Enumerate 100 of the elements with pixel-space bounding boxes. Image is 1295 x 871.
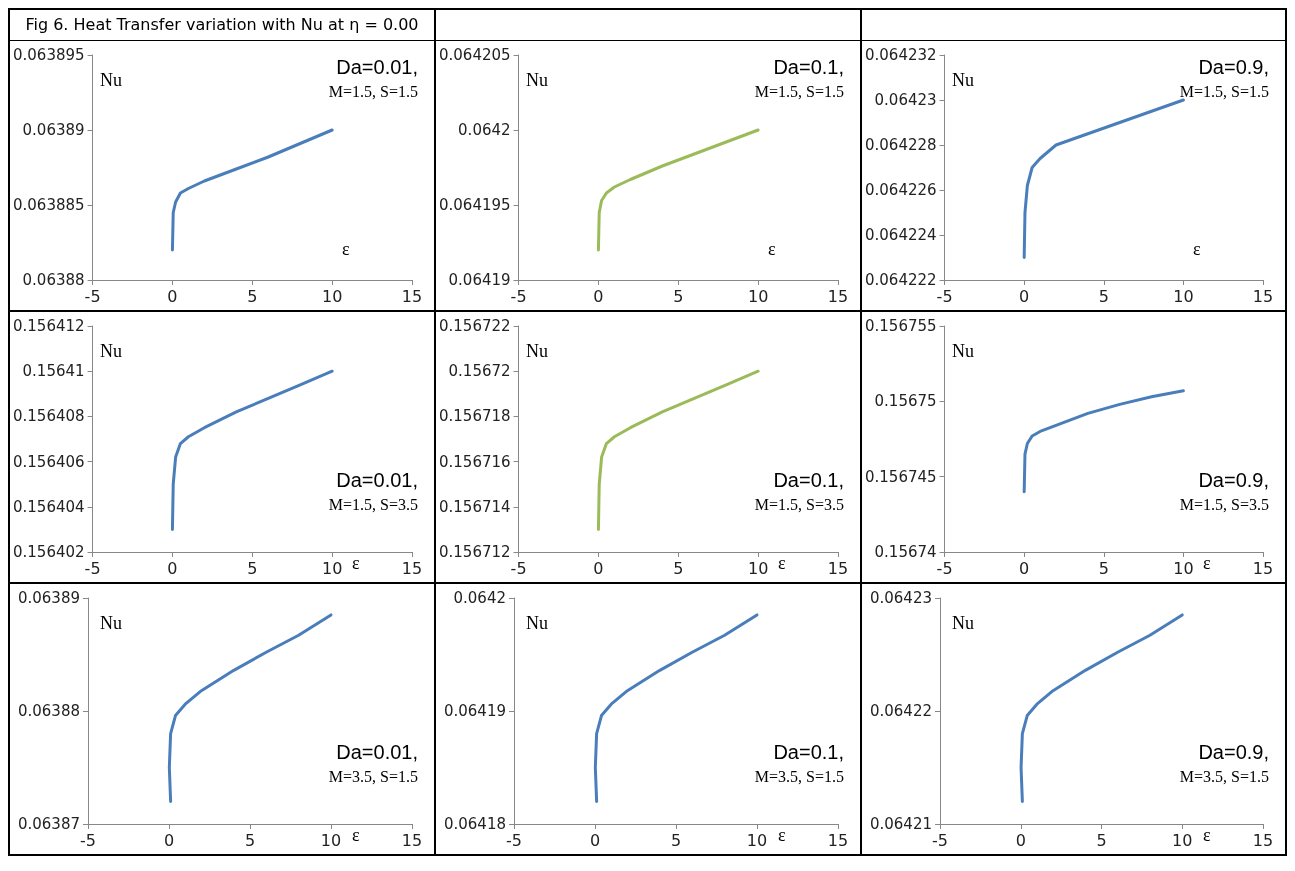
y-tick-label: 0.156408 — [12, 407, 85, 426]
annotation: M=1.5, S=3.5 — [1179, 495, 1269, 513]
y-tick-label: 0.06421 — [869, 815, 932, 833]
x-tick-label: 10 — [1173, 286, 1194, 306]
y-tick-label: 0.15641 — [22, 362, 85, 381]
y-tick-label: 0.064232 — [864, 46, 937, 64]
x-tick-label: 5 — [1098, 558, 1109, 578]
y-tick-label: 0.064222 — [864, 271, 937, 289]
x-tick-label: 10 — [320, 830, 342, 850]
x-tick-label: 5 — [244, 830, 256, 850]
y-axis-title: Nu — [526, 70, 548, 90]
x-tick-label: 10 — [321, 286, 343, 306]
x-tick-label: 0 — [1015, 830, 1026, 850]
y-tick-label: 0.156716 — [438, 452, 511, 471]
y-tick-label: 0.15675 — [874, 392, 937, 411]
annotation: M=1.5, S=3.5 — [754, 495, 844, 513]
x-tick-label: 15 — [1252, 830, 1274, 850]
y-tick-label: 0.06423 — [874, 91, 937, 109]
x-tick-label: -5 — [932, 830, 948, 850]
x-tick-label: 15 — [827, 558, 849, 578]
x-axis-title: ε — [778, 553, 786, 573]
annotation: M=3.5, S=1.5 — [754, 767, 844, 785]
x-tick-label: 15 — [827, 286, 849, 306]
y-tick-label: 0.156755 — [864, 317, 937, 335]
y-axis-title: Nu — [952, 70, 974, 90]
y-tick-label: 0.156718 — [438, 407, 511, 426]
annotation: Da=0.9, — [1198, 469, 1269, 491]
y-tick-label: 0.06419 — [448, 271, 511, 289]
y-tick-label: 0.156722 — [438, 317, 511, 335]
annotation: M=3.5, S=1.5 — [1179, 767, 1269, 785]
y-axis-title: Nu — [100, 613, 122, 633]
y-tick-label: 0.156745 — [864, 467, 937, 486]
x-tick-label: 0 — [589, 830, 601, 850]
y-tick-label: 0.06388 — [22, 271, 85, 289]
y-tick-label: 0.0642 — [458, 121, 511, 139]
x-tick-label: 0 — [167, 286, 178, 306]
x-tick-label: 15 — [1252, 558, 1274, 578]
y-tick-label: 0.064195 — [438, 196, 511, 214]
annotation: Da=0.01, — [336, 469, 419, 491]
y-tick-label: 0.06419 — [443, 702, 506, 720]
x-tick-label: 5 — [247, 558, 258, 578]
x-tick-label: -5 — [510, 558, 527, 578]
y-tick-label: 0.06389 — [22, 121, 85, 139]
y-axis-title: Nu — [100, 341, 122, 361]
annotation: Da=0.1, — [773, 741, 844, 763]
annotation: Da=0.01, — [336, 56, 419, 78]
x-axis-title: ε — [352, 825, 360, 845]
x-tick-label: 15 — [1252, 286, 1274, 306]
annotation: M=1.5, S=3.5 — [328, 495, 418, 513]
y-tick-label: 0.064228 — [864, 136, 937, 154]
annotation: Da=0.9, — [1198, 741, 1269, 763]
x-tick-label: -5 — [80, 830, 96, 850]
x-axis-title: ε — [778, 825, 786, 845]
y-tick-label: 0.0642 — [453, 589, 506, 607]
y-tick-label: 0.06389 — [17, 589, 80, 607]
annotation: Da=0.01, — [336, 741, 419, 763]
y-tick-label: 0.06422 — [869, 702, 932, 720]
x-axis-title: ε — [1203, 553, 1211, 573]
annotation: M=1.5, S=1.5 — [328, 82, 418, 100]
x-axis-title: ε — [1193, 239, 1201, 259]
y-tick-label: 0.15672 — [448, 362, 511, 381]
x-tick-label: 5 — [673, 286, 684, 306]
x-tick-label: 10 — [746, 830, 768, 850]
x-tick-label: -5 — [506, 830, 522, 850]
y-tick-label: 0.06387 — [17, 815, 80, 833]
x-axis-title: ε — [1203, 825, 1211, 845]
x-tick-label: 10 — [321, 558, 343, 578]
x-tick-label: 15 — [401, 830, 423, 850]
y-tick-label: 0.156712 — [438, 543, 511, 561]
y-tick-label: 0.156404 — [12, 497, 85, 516]
y-tick-label: 0.156412 — [12, 317, 85, 335]
x-tick-label: -5 — [510, 286, 527, 306]
y-tick-label: 0.156714 — [438, 497, 511, 516]
x-tick-label: -5 — [936, 558, 953, 578]
x-tick-label: 0 — [167, 558, 178, 578]
x-tick-label: 10 — [1173, 558, 1194, 578]
annotation: M=1.5, S=1.5 — [754, 82, 844, 100]
x-tick-label: 15 — [401, 558, 423, 578]
x-axis-title: ε — [342, 239, 350, 259]
chart-title: Fig 6. Heat Transfer variation with Nu at η = 0.00 — [10, 10, 434, 41]
x-tick-label: 5 — [1098, 286, 1109, 306]
y-axis-title: Nu — [952, 613, 974, 633]
y-tick-label: 0.063885 — [12, 196, 85, 214]
x-axis-title: ε — [768, 239, 776, 259]
y-axis-title: Nu — [526, 341, 548, 361]
x-tick-label: 15 — [827, 830, 849, 850]
x-tick-label: 10 — [1172, 830, 1193, 850]
x-tick-label: 0 — [1019, 558, 1030, 578]
y-tick-label: 0.064205 — [438, 46, 511, 64]
y-axis-title: Nu — [526, 613, 548, 633]
x-tick-label: 5 — [1096, 830, 1107, 850]
x-tick-label: 5 — [673, 558, 684, 578]
x-tick-label: -5 — [84, 558, 101, 578]
annotation: M=3.5, S=1.5 — [328, 767, 418, 785]
x-tick-label: 10 — [747, 286, 769, 306]
y-tick-label: 0.06423 — [869, 589, 932, 607]
y-tick-label: 0.156406 — [12, 452, 85, 471]
x-tick-label: 0 — [1019, 286, 1030, 306]
x-tick-label: 15 — [401, 286, 423, 306]
annotation: Da=0.1, — [773, 469, 844, 491]
